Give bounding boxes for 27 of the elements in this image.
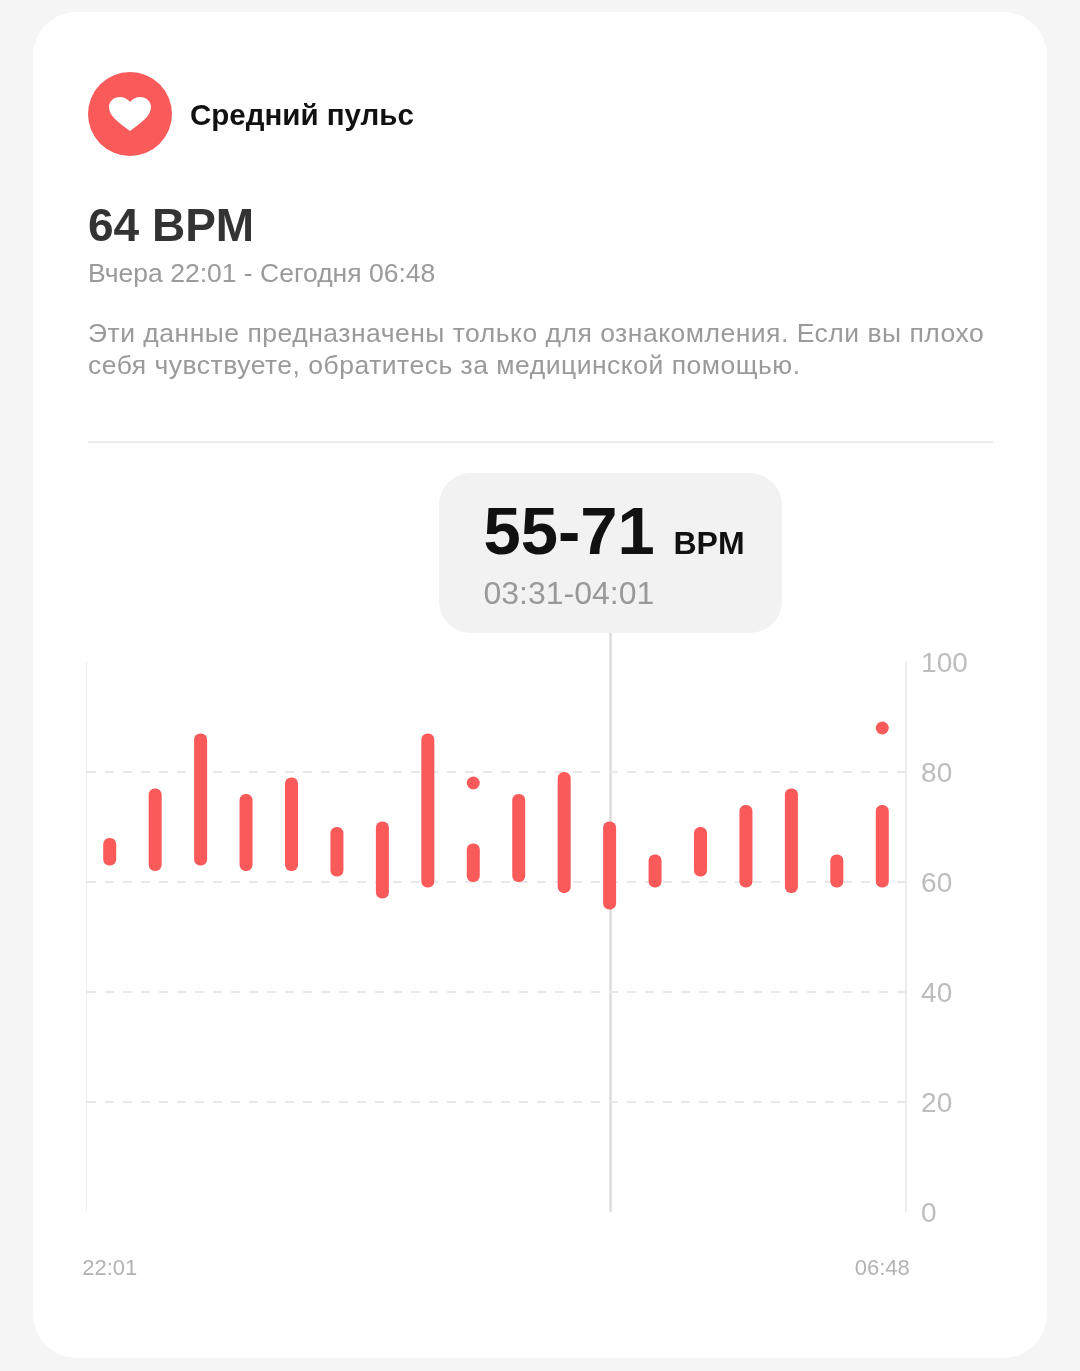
- y-tick-label: 60: [921, 866, 953, 898]
- chart-subtitle: 64 BPM: [88, 198, 255, 252]
- y-tick-label: 20: [921, 1086, 953, 1118]
- bar: [194, 733, 208, 866]
- chart-title: Средний пульс: [190, 97, 414, 133]
- tooltip: 55-71 BPM 03:31-04:01: [438, 473, 782, 633]
- bar: [739, 805, 753, 888]
- bar: [875, 805, 889, 888]
- text: Эти данные предназначены только для ознакомления. Если вы плохо себя чувствуете, обратитесь за медицинской помощью.: [88, 317, 986, 381]
- bar: [421, 733, 435, 888]
- y-tick-label: 100: [921, 646, 968, 678]
- bar: [330, 827, 344, 877]
- text: Вчера 22:01 - Сегодня 06:48: [88, 257, 437, 290]
- bar: [784, 788, 798, 893]
- bar: [375, 821, 389, 899]
- bar: [512, 794, 526, 882]
- bar: [285, 777, 298, 871]
- y-tick-label: 40: [921, 976, 953, 1008]
- bar: [148, 788, 162, 871]
- bar: [603, 821, 617, 910]
- y-tick-label: 0: [921, 1196, 937, 1228]
- bar: [694, 827, 707, 877]
- y-tick-label: 80: [921, 756, 953, 788]
- bar: [239, 794, 253, 871]
- bar: [557, 772, 571, 893]
- x-tick-label: 06:48: [854, 1255, 910, 1280]
- x-tick-label: 22:01: [82, 1255, 138, 1280]
